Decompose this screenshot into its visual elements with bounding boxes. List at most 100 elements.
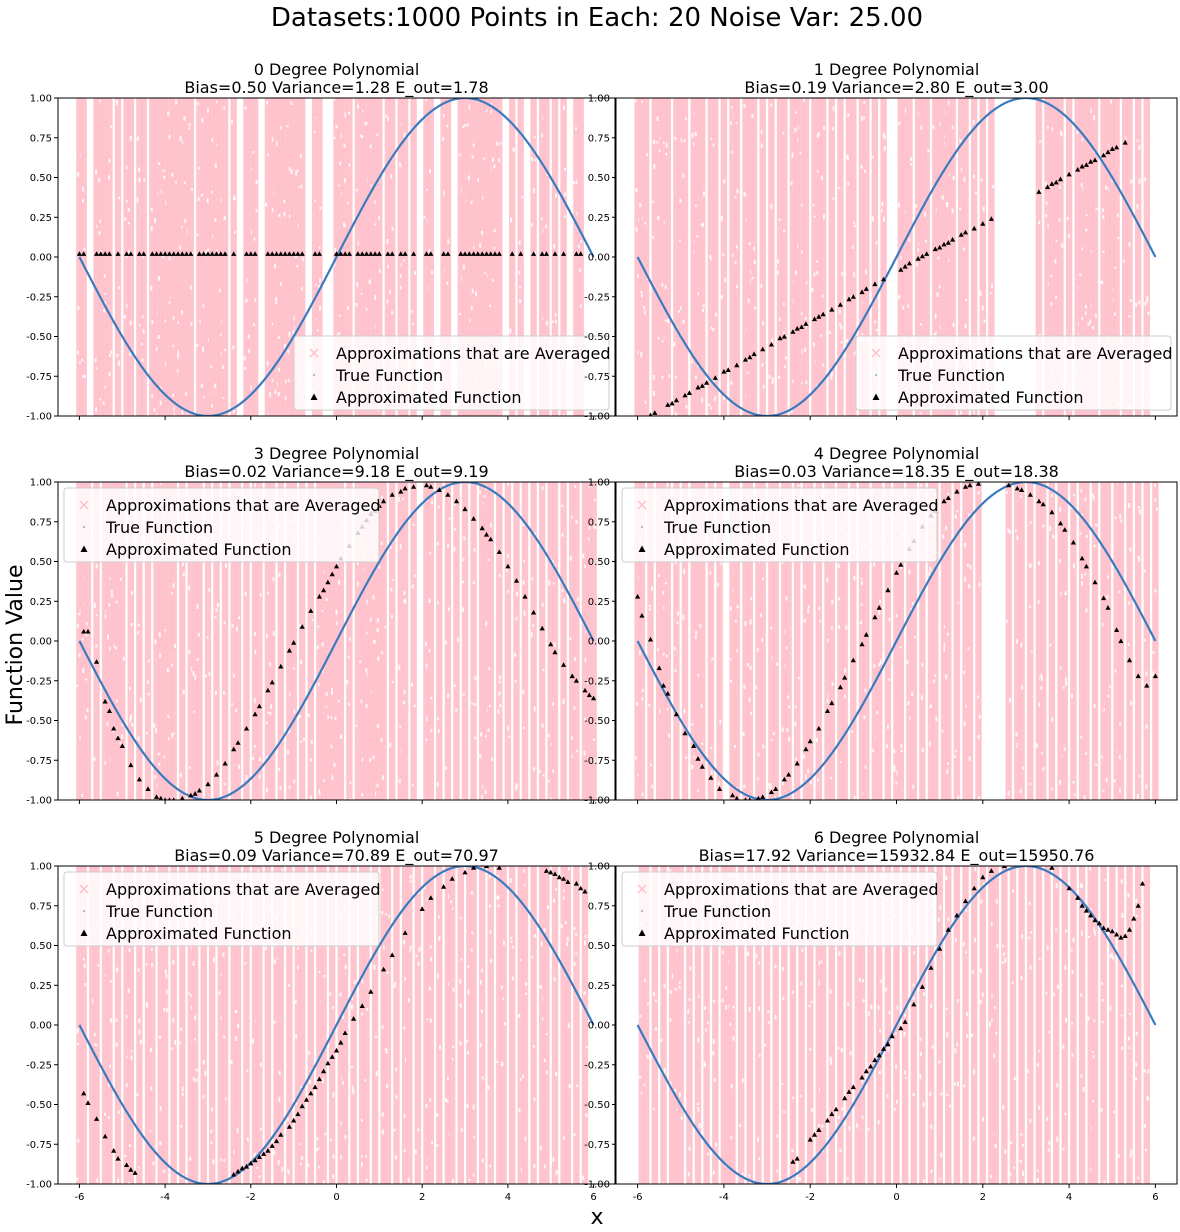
approximation-gap	[778, 317, 781, 321]
averaged-point	[863, 1068, 869, 1074]
approximation-gap	[676, 948, 679, 953]
approximation-gap	[489, 904, 492, 908]
approximation-column-band	[725, 866, 732, 1184]
approximation-gap	[545, 224, 548, 229]
approximation-column-band	[320, 866, 327, 1184]
approximation-gap	[224, 349, 226, 352]
approximation-gap	[1155, 507, 1158, 511]
approximation-gap	[429, 169, 431, 173]
approximation-gap	[223, 621, 226, 625]
approximation-gap	[1101, 622, 1104, 627]
approximation-gap	[195, 1068, 198, 1072]
approximation-gap	[487, 558, 490, 562]
averaged-point	[286, 647, 292, 653]
averaged-point	[1101, 152, 1107, 158]
approximation-gap	[284, 380, 287, 384]
approximation-gap	[873, 664, 876, 668]
approximation-gap	[592, 559, 595, 565]
approximation-column-band	[962, 482, 969, 800]
approximation-gap	[639, 1075, 642, 1079]
approximation-column-band	[444, 98, 452, 416]
approximation-gap	[171, 1047, 174, 1050]
approximation-gap	[381, 1112, 384, 1117]
approximation-gap	[235, 1010, 238, 1013]
averaged-point	[971, 225, 977, 231]
approximation-column	[500, 866, 507, 1184]
approximation-column-band	[324, 482, 332, 800]
approximation-column-band	[530, 866, 537, 1184]
approximation-gap	[1135, 302, 1138, 307]
averaged-point	[846, 1089, 852, 1094]
approximation-column-band	[1091, 98, 1099, 416]
approximation-gap	[1146, 1097, 1149, 1101]
approximation-gap	[593, 498, 596, 501]
approximation-gap	[662, 1182, 665, 1184]
approximation-gap	[93, 1043, 96, 1046]
approximation-column	[785, 482, 792, 800]
approximation-gap	[1038, 1050, 1041, 1053]
approximation-gap	[894, 1108, 897, 1111]
approximation-gap	[487, 728, 490, 732]
approximation-gap	[402, 497, 405, 501]
approximation-gap	[1085, 304, 1087, 309]
approximation-gap	[191, 251, 194, 255]
approximation-column-band	[89, 866, 96, 1184]
approximation-gap	[325, 691, 328, 696]
approximation-gap	[762, 744, 765, 749]
approximation-gap	[927, 149, 930, 153]
approximation-gap	[995, 1031, 998, 1035]
approximation-gap	[583, 991, 586, 995]
approximation-column	[1070, 866, 1077, 1184]
approximation-gap	[443, 191, 446, 197]
approximation-gap	[749, 619, 752, 625]
approximation-gap	[972, 970, 975, 974]
approximation-gap	[691, 764, 694, 770]
approximation-gap	[568, 1084, 571, 1089]
approximation-gap	[871, 155, 874, 159]
averaged-point	[445, 492, 451, 497]
approximation-gap	[879, 659, 882, 665]
approximation-gap	[462, 693, 465, 696]
approximation-gap	[446, 1100, 449, 1103]
approximation-gap	[973, 174, 975, 179]
approximation-gap	[1045, 214, 1048, 218]
approximation-gap	[943, 642, 946, 646]
approximation-gap	[981, 305, 984, 311]
approximation-column-band	[444, 866, 452, 1184]
approximation-gap	[447, 982, 450, 986]
approximation-gap	[838, 951, 841, 956]
approximation-gap	[888, 1010, 891, 1015]
approximation-gap	[767, 1021, 770, 1024]
averaged-point	[777, 335, 783, 341]
approximation-column-band	[187, 98, 194, 416]
approximation-gap	[585, 1113, 588, 1117]
approximation-column-band	[673, 482, 680, 800]
approximation-gap	[755, 953, 758, 959]
approximation-column-band	[307, 482, 314, 800]
averaged-point	[128, 1167, 134, 1172]
approximation-gap	[118, 1110, 120, 1114]
approximation-gap	[933, 333, 936, 338]
approximation-gap	[1047, 223, 1050, 228]
approximation-gap	[658, 574, 660, 578]
approximation-gap	[669, 990, 672, 994]
approximation-gap	[77, 172, 80, 177]
approximation-gap	[277, 336, 280, 340]
approximation-gap	[157, 335, 160, 339]
averaged-point	[483, 531, 490, 537]
approximation-gap	[204, 674, 207, 678]
approximation-gap	[1046, 126, 1049, 129]
approximation-column-band	[807, 866, 814, 1184]
approximation-gap	[533, 1097, 536, 1101]
approximation-gap	[846, 338, 848, 343]
approximation-gap	[436, 1144, 439, 1147]
approximation-gap	[374, 294, 377, 300]
approximation-gap	[402, 700, 405, 705]
legend-marker-approximated-function	[80, 545, 88, 552]
approximation-column-band	[479, 98, 486, 416]
averaged-point	[513, 578, 520, 583]
approximation-gap	[776, 1134, 779, 1138]
approximation-column-band	[543, 866, 550, 1184]
approximation-gap	[398, 664, 401, 670]
approximation-gap	[1001, 961, 1004, 964]
